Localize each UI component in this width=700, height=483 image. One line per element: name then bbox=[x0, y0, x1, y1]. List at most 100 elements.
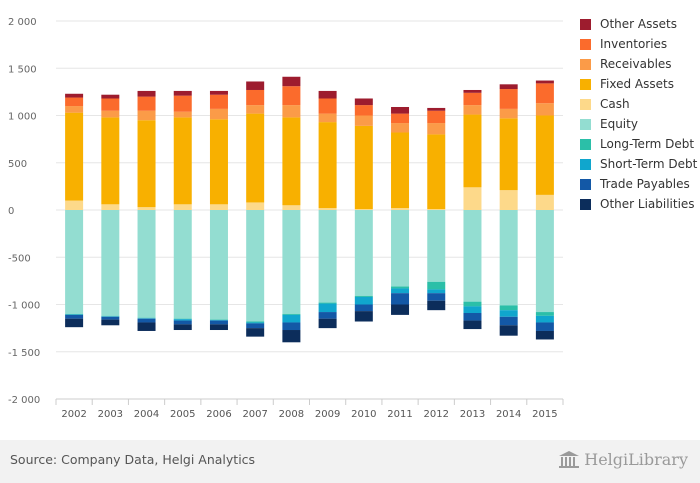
bar-segment bbox=[354, 304, 373, 312]
legend-item[interactable]: Fixed Assets bbox=[580, 74, 697, 94]
bar-segment bbox=[463, 187, 482, 210]
bar-segment bbox=[246, 113, 265, 203]
bar-segment bbox=[318, 90, 337, 99]
legend-item[interactable]: Other Assets bbox=[580, 14, 697, 34]
bar-segment bbox=[354, 105, 373, 116]
bar-segment bbox=[246, 89, 265, 106]
bar-segment bbox=[427, 209, 446, 210]
legend-swatch bbox=[580, 138, 591, 150]
y-tick-label: 1 500 bbox=[8, 64, 37, 75]
bar-segment bbox=[318, 113, 337, 123]
x-tick-label: 2014 bbox=[496, 409, 521, 420]
bar-segment bbox=[173, 111, 192, 118]
bar-segment bbox=[427, 134, 446, 210]
bar-segment bbox=[354, 98, 373, 106]
x-tick-label: 2002 bbox=[61, 409, 86, 420]
x-tick-label: 2015 bbox=[532, 409, 557, 420]
bar-segment bbox=[246, 322, 265, 324]
y-tick-label: -2 000 bbox=[8, 395, 40, 406]
bar-segment bbox=[535, 115, 554, 195]
bar-segment bbox=[209, 108, 228, 120]
x-tick-label: 2003 bbox=[98, 409, 123, 420]
y-tick-label: 500 bbox=[8, 159, 27, 170]
bar-segment bbox=[246, 210, 265, 322]
bar-segment bbox=[101, 94, 120, 99]
bar-segment bbox=[209, 90, 228, 95]
legend-label: Trade Payables bbox=[600, 177, 690, 191]
legend-label: Long-Term Debt bbox=[600, 137, 695, 151]
legend-label: Short-Term Debt bbox=[600, 157, 698, 171]
bar-segment bbox=[427, 123, 446, 135]
bar-segment bbox=[499, 210, 518, 306]
bar-segment bbox=[282, 330, 301, 343]
legend-item[interactable]: Trade Payables bbox=[580, 174, 697, 194]
bar-segment bbox=[173, 210, 192, 319]
bar-segment bbox=[463, 306, 482, 314]
legend-item[interactable]: Inventories bbox=[580, 34, 697, 54]
bar-segment bbox=[282, 76, 301, 87]
bar-segment bbox=[499, 325, 518, 336]
legend-item[interactable]: Cash bbox=[580, 94, 697, 114]
bar-segment bbox=[318, 318, 337, 329]
bar-segment bbox=[391, 132, 410, 209]
bar-segment bbox=[535, 80, 554, 84]
bar-segment bbox=[282, 314, 301, 323]
x-tick-label: 2005 bbox=[170, 409, 195, 420]
bar-segment bbox=[318, 208, 337, 210]
legend-item[interactable]: Other Liabilities bbox=[580, 194, 697, 214]
bar-segment bbox=[282, 322, 301, 331]
bar-segment bbox=[282, 210, 301, 314]
bar-segment bbox=[173, 95, 192, 112]
x-tick-label: 2007 bbox=[242, 409, 267, 420]
bar-segment bbox=[391, 210, 410, 287]
bar-segment bbox=[463, 301, 482, 307]
bar-segment bbox=[535, 312, 554, 316]
bar-segment bbox=[101, 210, 120, 316]
bar-segment bbox=[463, 313, 482, 321]
bar-segment bbox=[427, 289, 446, 294]
bar-segment bbox=[391, 304, 410, 315]
x-tick-label: 2006 bbox=[206, 409, 231, 420]
bar-segment bbox=[246, 105, 265, 114]
bar-segment bbox=[318, 302, 337, 304]
bar-segment bbox=[65, 314, 84, 319]
bar-segment bbox=[535, 194, 554, 210]
logo-text: HelgiLibrary bbox=[584, 450, 688, 469]
bar-segment bbox=[101, 110, 120, 118]
bar-segment bbox=[354, 311, 373, 322]
bar-segment bbox=[391, 113, 410, 124]
bar-segment bbox=[354, 296, 373, 305]
bar-segment bbox=[65, 93, 84, 98]
legend-item[interactable]: Long-Term Debt bbox=[580, 134, 697, 154]
bar-segment bbox=[282, 313, 301, 315]
bar-segment bbox=[246, 328, 265, 337]
bar-segment bbox=[65, 106, 84, 113]
bar-segment bbox=[499, 84, 518, 90]
bar-segment bbox=[137, 110, 156, 121]
bar-segment bbox=[173, 320, 192, 325]
bar-segment bbox=[427, 107, 446, 111]
legend-item[interactable]: Short-Term Debt bbox=[580, 154, 697, 174]
bar-segment bbox=[318, 210, 337, 303]
bar-segment bbox=[173, 319, 192, 321]
bar-segment bbox=[137, 207, 156, 210]
legend-swatch bbox=[580, 158, 591, 170]
bar-segment bbox=[246, 81, 265, 90]
bar-segment bbox=[499, 316, 518, 326]
bar-segment bbox=[499, 108, 518, 119]
bar-segment bbox=[463, 89, 482, 93]
y-tick-label: -1 500 bbox=[8, 348, 40, 359]
bar-segment bbox=[499, 190, 518, 210]
bar-segment bbox=[463, 92, 482, 106]
helgi-library-logo[interactable]: HelgiLibrary bbox=[558, 450, 688, 469]
bar-segment bbox=[499, 305, 518, 311]
bar-segment bbox=[209, 204, 228, 210]
bar-segment bbox=[354, 209, 373, 210]
legend-label: Receivables bbox=[600, 57, 672, 71]
legend-item[interactable]: Equity bbox=[580, 114, 697, 134]
bar-segment bbox=[318, 312, 337, 319]
y-tick-label: 1 000 bbox=[8, 112, 37, 123]
legend-item[interactable]: Receivables bbox=[580, 54, 697, 74]
bar-segment bbox=[65, 112, 84, 201]
bar-segment bbox=[463, 105, 482, 115]
